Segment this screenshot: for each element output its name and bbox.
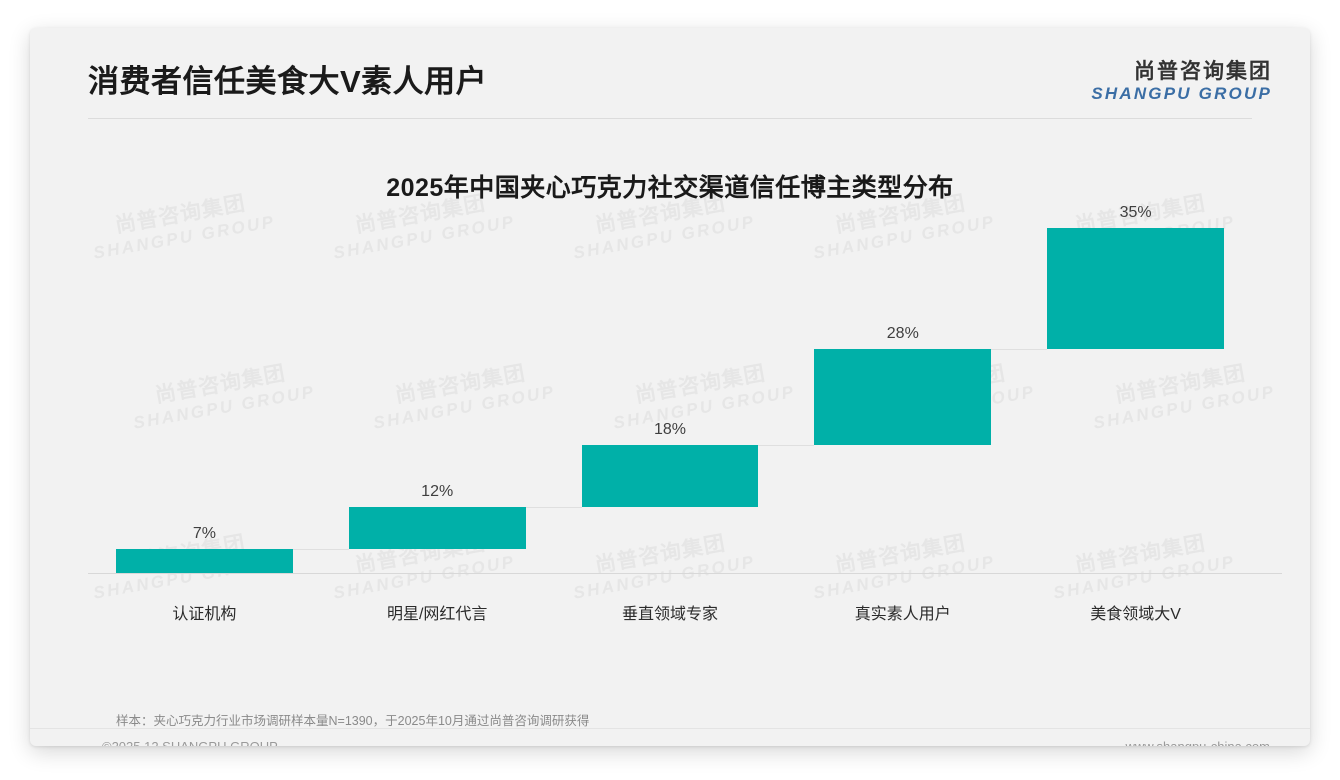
waterfall-plot: 7% 12% 18% 28% 35% [88, 204, 1252, 573]
footer-divider [30, 728, 1310, 729]
axis-baseline [88, 573, 1282, 574]
brand-logo: 尚普咨询集团 SHANGPU GROUP [1091, 60, 1272, 105]
axis-category-labels: 认证机构 明星/网红代言 垂直领域专家 真实素人用户 美食领域大V [88, 583, 1252, 623]
chart-footnote: 样本：夹心巧克力行业市场调研样本量N=1390，于2025年10月通过尚普咨询调… [116, 714, 590, 728]
bar-slot: 35% [1019, 204, 1252, 573]
bar-value-label: 12% [421, 483, 454, 501]
axis-label-5: 美食领域大V [1090, 606, 1181, 623]
slide-card: 尚普咨询集团 SHANGPU GROUP 尚普咨询集团 SHANGPU GROUP 尚普… [30, 28, 1310, 746]
footer-copyright: ©2025.12 SHANGPU GROUP [102, 739, 278, 746]
axis-label-3: 垂直领域专家 [621, 606, 718, 623]
bar-slot: 7% [88, 228, 321, 573]
bar-value-label: 7% [192, 524, 216, 542]
bar-4[interactable] [814, 348, 992, 446]
bar-value-label: 28% [886, 324, 919, 342]
bar-3[interactable] [581, 445, 759, 508]
waterfall-connector [292, 548, 349, 550]
page-title: 消费者信任美食大V素人用户 [88, 64, 488, 99]
bar-value-label: 18% [653, 421, 686, 439]
brand-logo-cn: 尚普咨询集团 [1134, 60, 1272, 83]
axis-label-4: 真实素人用户 [854, 606, 951, 623]
header-divider [88, 118, 1252, 119]
waterfall-connector [758, 445, 815, 447]
chart-title: 2025年中国夹心巧克力社交渠道信任博主类型分布 [386, 174, 954, 202]
bar-slot: 28% [786, 228, 1019, 573]
axis-label-1: 认证机构 [172, 606, 237, 623]
bar-slot: 12% [321, 228, 554, 573]
bar-slot: 18% [554, 228, 787, 573]
slide-header: 消费者信任美食大V素人用户 尚普咨询集团 SHANGPU GROUP [30, 28, 1310, 120]
axis-label-2: 明星/网红代言 [386, 606, 488, 623]
waterfall-connector [991, 348, 1048, 350]
bar-2[interactable] [348, 507, 526, 549]
brand-logo-en: SHANGPU GROUP [1091, 84, 1272, 104]
bar-value-label: 35% [1119, 204, 1152, 221]
chart-area: 7% 12% 18% 28% 35% 认证机构 明星/网红代言 垂直领域专家 真实素人用户 美食… [58, 204, 1282, 648]
bar-1[interactable] [115, 548, 293, 573]
bar-5[interactable] [1047, 228, 1225, 349]
waterfall-connector [525, 507, 582, 509]
footer-url: www.shangpu-china.com [1125, 739, 1270, 746]
